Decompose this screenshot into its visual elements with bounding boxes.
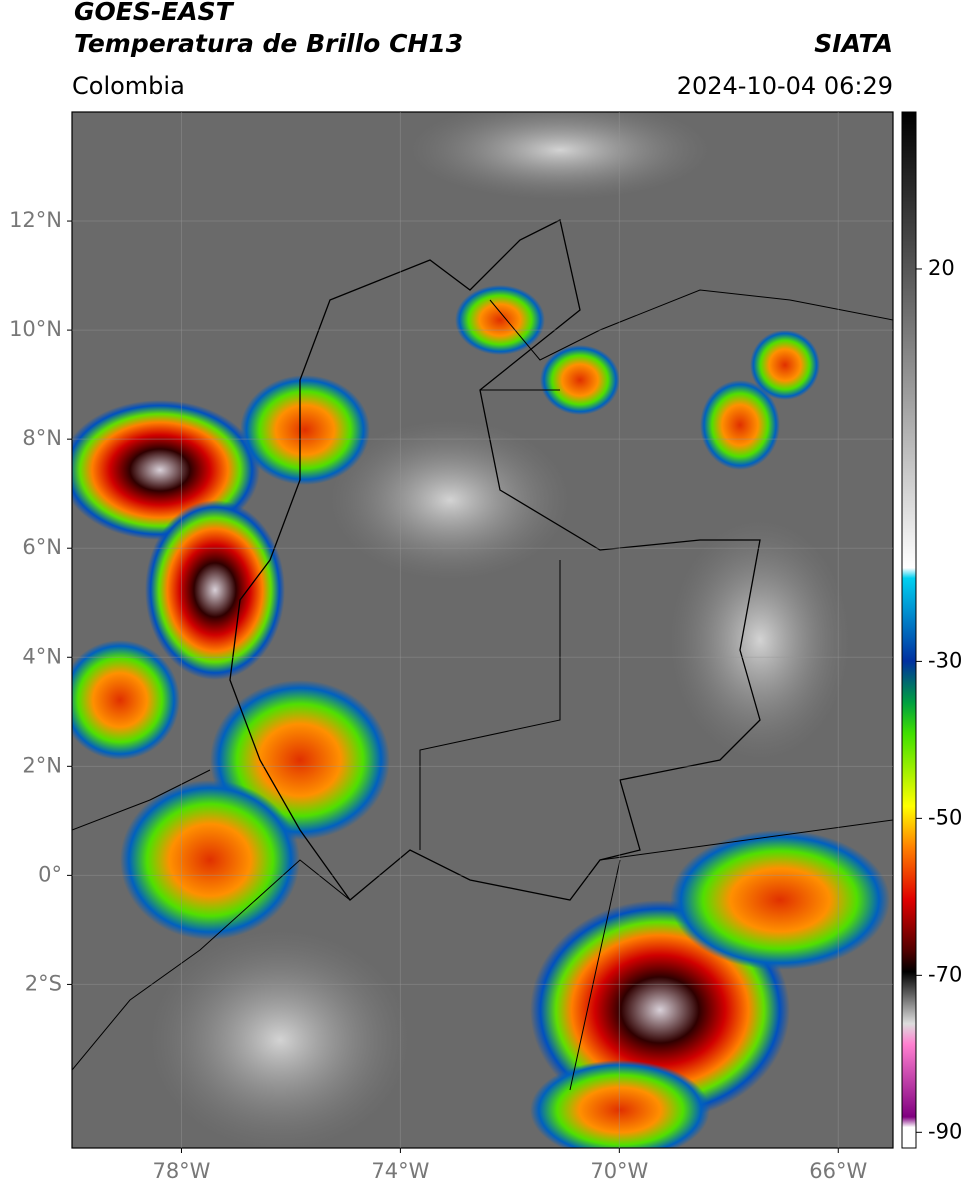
x-tick-label: 74°W (371, 1159, 429, 1183)
y-tick-label: 2°S (25, 971, 62, 995)
y-tick-label: 2°N (22, 753, 62, 777)
x-tick-label: 66°W (809, 1159, 867, 1183)
y-tick-label: 10°N (9, 317, 62, 341)
colorbar-tick-label: -50 (928, 805, 962, 829)
source: SIATA (814, 29, 893, 58)
timestamp: 2024-10-04 06:29 (677, 72, 893, 100)
colorbar-tick-label: -70 (928, 962, 962, 986)
region: Colombia (72, 72, 185, 100)
satellite-image (72, 112, 893, 1148)
y-tick-label: 12°N (9, 208, 62, 232)
title: GOES-EAST (74, 0, 235, 26)
x-tick-label: 78°W (152, 1159, 210, 1183)
y-tick-label: 4°N (22, 644, 62, 668)
subtitle: Temperatura de Brillo CH13 (74, 29, 463, 58)
x-tick-label: 70°W (590, 1159, 648, 1183)
map-frame (71, 111, 894, 1149)
colorbar (901, 111, 917, 1149)
y-tick-label: 8°N (22, 426, 62, 450)
colorbar-tick-label: -90 (928, 1119, 962, 1143)
colorbar-tick-label: -30 (928, 648, 962, 672)
y-tick-label: 0° (38, 862, 62, 886)
y-tick-label: 6°N (22, 535, 62, 559)
colorbar-tick-label: 20 (928, 256, 955, 280)
